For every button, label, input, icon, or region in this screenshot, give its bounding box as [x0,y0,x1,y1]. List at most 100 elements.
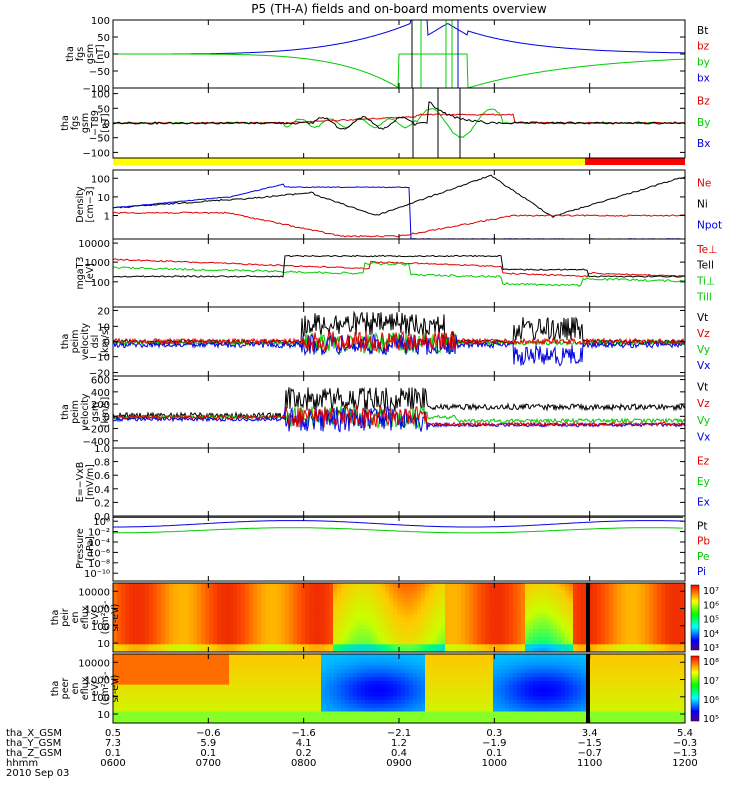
x-tick-value: 0.5 [105,728,121,739]
x-tick-value: −1.3 [673,748,697,759]
y-tick-label: 10 [97,322,110,333]
y-tick-label: −50 [89,134,110,145]
y-axis-label: tha [65,46,76,62]
trace-Pe [113,527,683,534]
legend-till: Till [696,291,712,303]
panel-frame-5 [112,375,686,449]
y-axis-label: Density [75,186,86,222]
y-axis-label: [km/s] [100,326,111,356]
y-axis-label: [km/s] [100,397,111,427]
y-tick-label: 100 [91,278,110,289]
x-tick-value: 3.4 [582,728,598,739]
y-axis-label: en [70,683,81,695]
legend-vy: Vy [697,415,710,427]
y-tick-label: 0.2 [94,498,110,509]
trace-bx [113,19,685,55]
y-axis-label: peer [60,678,71,700]
y-axis-label: [nPa] [85,536,96,561]
y-axis-label: eflux [80,676,91,700]
y-tick-label: 10⁻¹⁰ [84,569,110,580]
colorbar-label: 10⁵ [703,714,719,725]
y-tick-label: 100 [91,174,110,185]
y-axis-label: mgaT3 [75,257,86,290]
trace-Pi [113,520,684,528]
colorbar [690,584,700,651]
x-tick-value: 0800 [291,758,316,769]
x-tick-value: 1200 [672,758,697,769]
legend-pb: Pb [697,536,710,548]
y-tick-label: 0.4 [94,485,110,496]
trace-Tpar [112,254,686,278]
x-tick-value: 1.2 [391,738,407,749]
y-tick-label: 1000 [85,605,110,616]
x-tick-value: 0.1 [105,748,121,759]
y-axis-label: Pressure [75,528,86,569]
y-axis-label: peim [70,400,81,424]
trace-Teperp [112,258,686,278]
x-tick-value: 0.1 [486,748,502,759]
x-tick-value: 0.1 [200,748,216,759]
legend-vz: Vz [697,328,710,340]
y-axis-label: peim [70,330,81,354]
y-tick-label: 10⁻⁴ [88,538,110,549]
date-label: 2010 Sep 03 [6,768,69,779]
x-tick-value: −0.7 [578,748,602,759]
x-row-label: hhmm [6,758,38,769]
trace-Bz [112,113,685,125]
y-axis-label: tha [60,334,71,350]
legend-bz: Bz [697,96,710,108]
y-axis-label: peir [60,608,71,627]
y-tick-label: −100 [83,84,110,95]
y-tick-label: 10 [97,710,110,721]
colorbar-label: 10⁷ [703,676,719,687]
x-row-label: tha_Y_GSM [6,738,61,749]
y-axis-label: tha [60,115,71,131]
legends: Bt bz by bx Bz By Bx Ne Ni Npot Te⊥ Tell Ti⊥ Till Vt Vz… [690,25,722,725]
y-tick-label: 1000 [85,676,110,687]
y-axis-label: tha [50,610,61,626]
trace-Vz [112,330,686,352]
legend-bx: bx [697,72,710,84]
y-tick-label: 100 [91,16,110,27]
legend-pt: Pt [697,521,707,533]
legend-by: by [697,57,710,69]
y-tick-label: 0 [104,50,110,61]
panel-frames [112,19,686,724]
ion-spectrogram [113,583,685,652]
legend-tell: Tell [696,260,714,272]
y-axis-label: (cm²-s- [100,601,111,635]
y-tick-label: −50 [89,67,110,78]
electron-gap [586,654,590,723]
y-tick-label: 10⁰ [93,517,110,528]
x-tick-value: −1.5 [578,738,602,749]
y-axis-label: velocity [80,323,91,361]
y-axis-label: gsm [85,44,96,64]
legend-bz: bz [697,41,710,53]
colorbar-label: 10⁸ [703,657,719,668]
panel-frame-3 [112,238,686,308]
y-axis-label: gsm [80,113,91,133]
y-axis-label: velocity [80,393,91,431]
x-tick-value: 0700 [196,758,221,769]
y-tick-label: −100 [83,148,110,159]
trace-Bt [112,101,686,130]
y-axis-label: tha [60,404,71,420]
trace-Ne [112,211,686,238]
x-tick-value: 1000 [482,758,507,769]
legend-pi: Pi [697,566,706,578]
legend-vx: Vx [697,360,710,372]
y-tick-label: 0 [104,119,110,130]
legend-vt: Vt [697,381,708,393]
x-row-label: tha_Z_GSM [6,748,62,759]
y-tick-label: 200 [91,400,110,411]
y-tick-label: 10⁻² [88,528,110,539]
trace-Ni [112,174,686,218]
trace-Vx [112,333,686,367]
y-axis-label: E=−VxB [75,462,86,503]
x-tick-value: 0.2 [296,748,312,759]
legend-vz: Vz [697,398,710,410]
y-tick-label: −200 [83,425,110,436]
y-tick-label: 10⁻⁶ [88,548,110,559]
y-axis-label: tha [50,681,61,697]
